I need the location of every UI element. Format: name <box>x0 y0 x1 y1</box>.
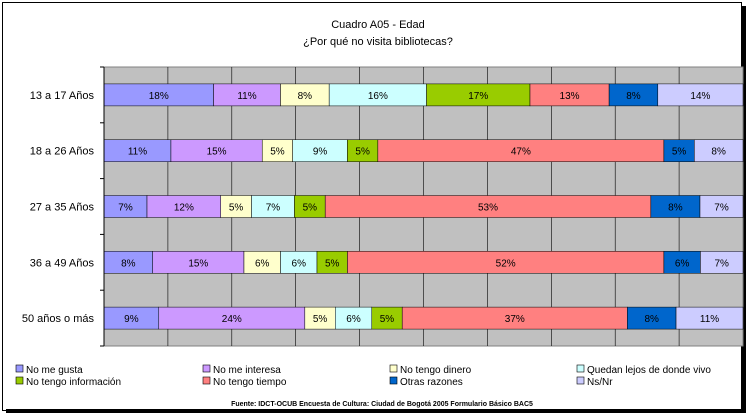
bar-segment <box>675 306 744 330</box>
data-label: 8% <box>626 91 641 102</box>
legend-label: No tengo tiempo <box>213 377 287 388</box>
legend-label: Otras razones <box>400 377 463 388</box>
data-label: 11% <box>700 314 719 325</box>
data-label: 52% <box>496 258 516 269</box>
legend-swatch <box>576 364 585 373</box>
legend-label: No tengo información <box>26 377 121 388</box>
data-label: 47% <box>511 147 531 158</box>
data-label: 5% <box>325 258 340 269</box>
data-label: 15% <box>188 258 208 269</box>
bar-segment <box>700 251 744 274</box>
data-label: 5% <box>303 203 318 214</box>
legend-label: Ns/Nr <box>587 377 613 388</box>
chart-title: Cuadro A05 - Edad <box>331 19 425 31</box>
data-label: 6% <box>675 258 690 269</box>
legend-swatch <box>389 376 398 385</box>
data-label: 8% <box>668 203 683 214</box>
data-label: 8% <box>711 147 726 158</box>
data-label: 16% <box>368 91 388 102</box>
data-label: 6% <box>292 258 307 269</box>
data-label: 5% <box>380 314 395 325</box>
legend-label: No tengo dinero <box>400 365 472 376</box>
legend-swatch <box>202 364 211 373</box>
data-label: 37% <box>505 314 525 325</box>
data-label: 5% <box>229 203 244 214</box>
bar-segment <box>699 195 744 218</box>
bar-segment <box>657 83 744 107</box>
legend-label: No me interesa <box>213 365 281 376</box>
legend-swatch <box>202 376 211 385</box>
data-label: 13% <box>560 91 580 102</box>
source-note: Fuente: IDCT-OCUB Encuesta de Cultura: C… <box>231 401 533 408</box>
data-label: 11% <box>128 147 147 158</box>
data-label: 24% <box>222 314 242 325</box>
data-label: 5% <box>270 147 285 158</box>
category-label: 13 a 17 Años <box>30 90 95 102</box>
data-label: 7% <box>714 203 729 214</box>
data-label: 17% <box>468 91 488 102</box>
category-label: 27 a 35 Años <box>30 202 95 214</box>
data-label: 11% <box>237 91 256 102</box>
legend-label: No me gusta <box>26 365 83 376</box>
data-label: 7% <box>714 258 729 269</box>
legend-swatch <box>576 376 585 385</box>
data-label: 6% <box>255 258 270 269</box>
data-label: 5% <box>355 147 370 158</box>
data-label: 7% <box>266 203 281 214</box>
data-label: 5% <box>672 147 687 158</box>
data-label: 12% <box>174 203 194 214</box>
data-label: 6% <box>346 314 361 325</box>
legend-swatch <box>15 376 24 385</box>
data-label: 9% <box>313 147 328 158</box>
data-label: 8% <box>298 91 313 102</box>
legend-swatch <box>15 364 24 373</box>
plot-area: 18% 11% 8% 16% 17% 13% 8% 14% 13 a 17 Años 11% 15%… <box>22 66 744 347</box>
legend-swatch <box>389 364 398 373</box>
data-label: 14% <box>690 91 710 102</box>
bar-segment <box>694 139 744 162</box>
chart-subtitle: ¿Por qué no visita bibliotecas? <box>303 36 453 48</box>
data-label: 7% <box>118 203 133 214</box>
data-label: 9% <box>124 314 139 325</box>
data-label: 53% <box>478 203 498 214</box>
category-label: 50 años o más <box>22 313 95 325</box>
category-label: 18 a 26 Años <box>30 146 95 158</box>
legend: No me gusta No me interesa No tengo dinero… <box>15 364 711 388</box>
data-label: 8% <box>121 258 136 269</box>
data-label: 18% <box>149 91 169 102</box>
data-label: 5% <box>313 314 328 325</box>
category-label: 36 a 49 Años <box>30 257 95 269</box>
legend-label: Quedan lejos de donde vivo <box>587 365 711 376</box>
data-label: 15% <box>207 147 227 158</box>
frame-shadow-bottom <box>6 409 746 413</box>
data-label: 8% <box>644 314 659 325</box>
